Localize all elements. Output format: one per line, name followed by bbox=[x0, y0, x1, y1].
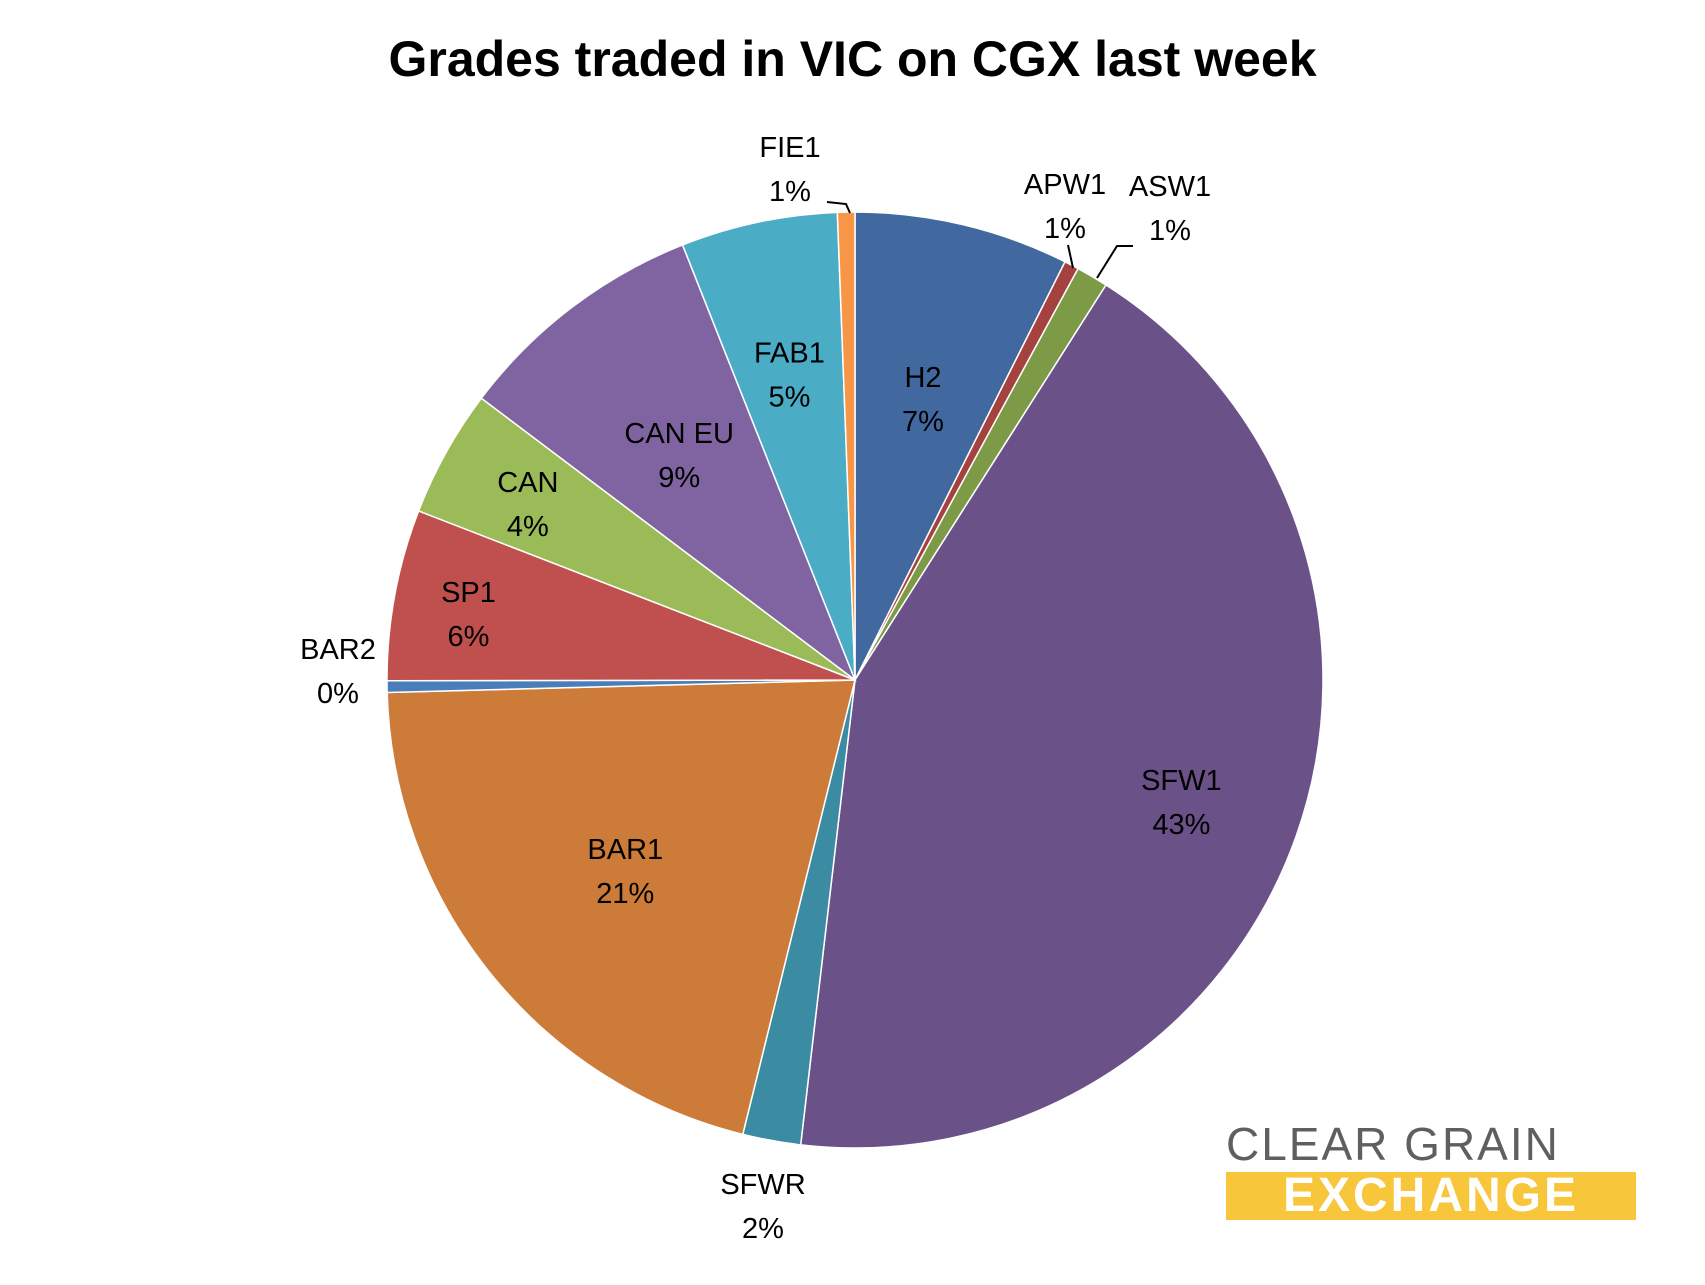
slice-name-sp1: SP1 bbox=[441, 577, 496, 609]
slice-label-asw1: ASW1 1% bbox=[1129, 171, 1211, 247]
slice-name-fie1: FIE1 bbox=[759, 132, 820, 164]
pie-slice-sp1 bbox=[386, 510, 856, 682]
slice-labels: H27%APW11%ASW11%SFW143%SFWR2%BAR121%BAR2… bbox=[300, 132, 1222, 1245]
slice-percent-asw1: 1% bbox=[1149, 215, 1191, 247]
slice-label-h2: H27% bbox=[902, 362, 944, 438]
pie-slice-bar1 bbox=[386, 679, 856, 1136]
slice-name-asw1: ASW1 bbox=[1129, 171, 1211, 203]
slice-percent-sfwr: 2% bbox=[742, 1213, 784, 1245]
slice-percent-bar1: 21% bbox=[596, 878, 654, 910]
slice-percent-sp1: 6% bbox=[448, 621, 490, 653]
slice-percent-bar2: 0% bbox=[317, 678, 359, 710]
pie-slices bbox=[386, 211, 1324, 1149]
slice-label-can: CAN 4% bbox=[497, 467, 558, 543]
slice-label-fab1: FAB1 5% bbox=[754, 338, 825, 414]
leader-line-asw1 bbox=[1096, 245, 1133, 279]
slice-name-sfw1: SFW1 bbox=[1141, 765, 1222, 797]
pie-slice-sfw1 bbox=[799, 283, 1324, 1149]
leader-lines bbox=[826, 201, 1133, 279]
slice-percent-fie1: 1% bbox=[769, 176, 811, 208]
chart-title: Grades traded in VIC on CGX last week bbox=[388, 31, 1317, 87]
slice-percent-can: 4% bbox=[507, 511, 549, 543]
slice-label-bar2: BAR2 0% bbox=[300, 634, 376, 710]
leader-line-fie1 bbox=[826, 201, 851, 214]
logo-line-2: EXCHANGE bbox=[1226, 1172, 1636, 1220]
slice-name-bar1: BAR1 bbox=[587, 834, 663, 866]
slice-label-can-eu: CAN EU 9% bbox=[624, 418, 734, 494]
pie-slice-can-eu bbox=[480, 243, 857, 683]
slice-percent-fab1: 5% bbox=[768, 382, 810, 414]
slice-name-sfwr: SFWR bbox=[720, 1169, 805, 1201]
slice-name-can-eu: CAN EU bbox=[624, 418, 734, 450]
pie-slice-fab1 bbox=[681, 211, 856, 681]
slice-label-fie1: FIE1 1% bbox=[759, 132, 820, 208]
clear-grain-exchange-logo: CLEAR GRAIN EXCHANGE bbox=[1226, 1120, 1636, 1220]
slice-name-bar2: BAR2 bbox=[300, 634, 376, 666]
slice-percent-sfw1: 43% bbox=[1152, 809, 1210, 841]
slice-label-sfwr: SFWR 2% bbox=[720, 1169, 805, 1245]
slice-name-apw1: APW1 bbox=[1024, 169, 1106, 201]
slice-percent-h2: 7% bbox=[902, 406, 944, 438]
pie-slice-fie1 bbox=[836, 211, 856, 681]
pie-slice-h2 bbox=[854, 211, 1067, 681]
slice-label-apw1: APW1 1% bbox=[1024, 169, 1106, 245]
slice-label-sfw1: SFW1 43% bbox=[1141, 765, 1222, 841]
slice-label-bar1: BAR1 21% bbox=[587, 834, 663, 910]
slice-name-can: CAN bbox=[497, 467, 558, 499]
slice-name-fab1: FAB1 bbox=[754, 338, 825, 370]
slice-name-h2: H2 bbox=[904, 362, 941, 394]
slice-percent-can-eu: 9% bbox=[658, 462, 700, 494]
logo-line-1: CLEAR GRAIN bbox=[1226, 1118, 1560, 1170]
leader-line-apw1 bbox=[1067, 244, 1074, 269]
slice-percent-apw1: 1% bbox=[1044, 213, 1086, 245]
